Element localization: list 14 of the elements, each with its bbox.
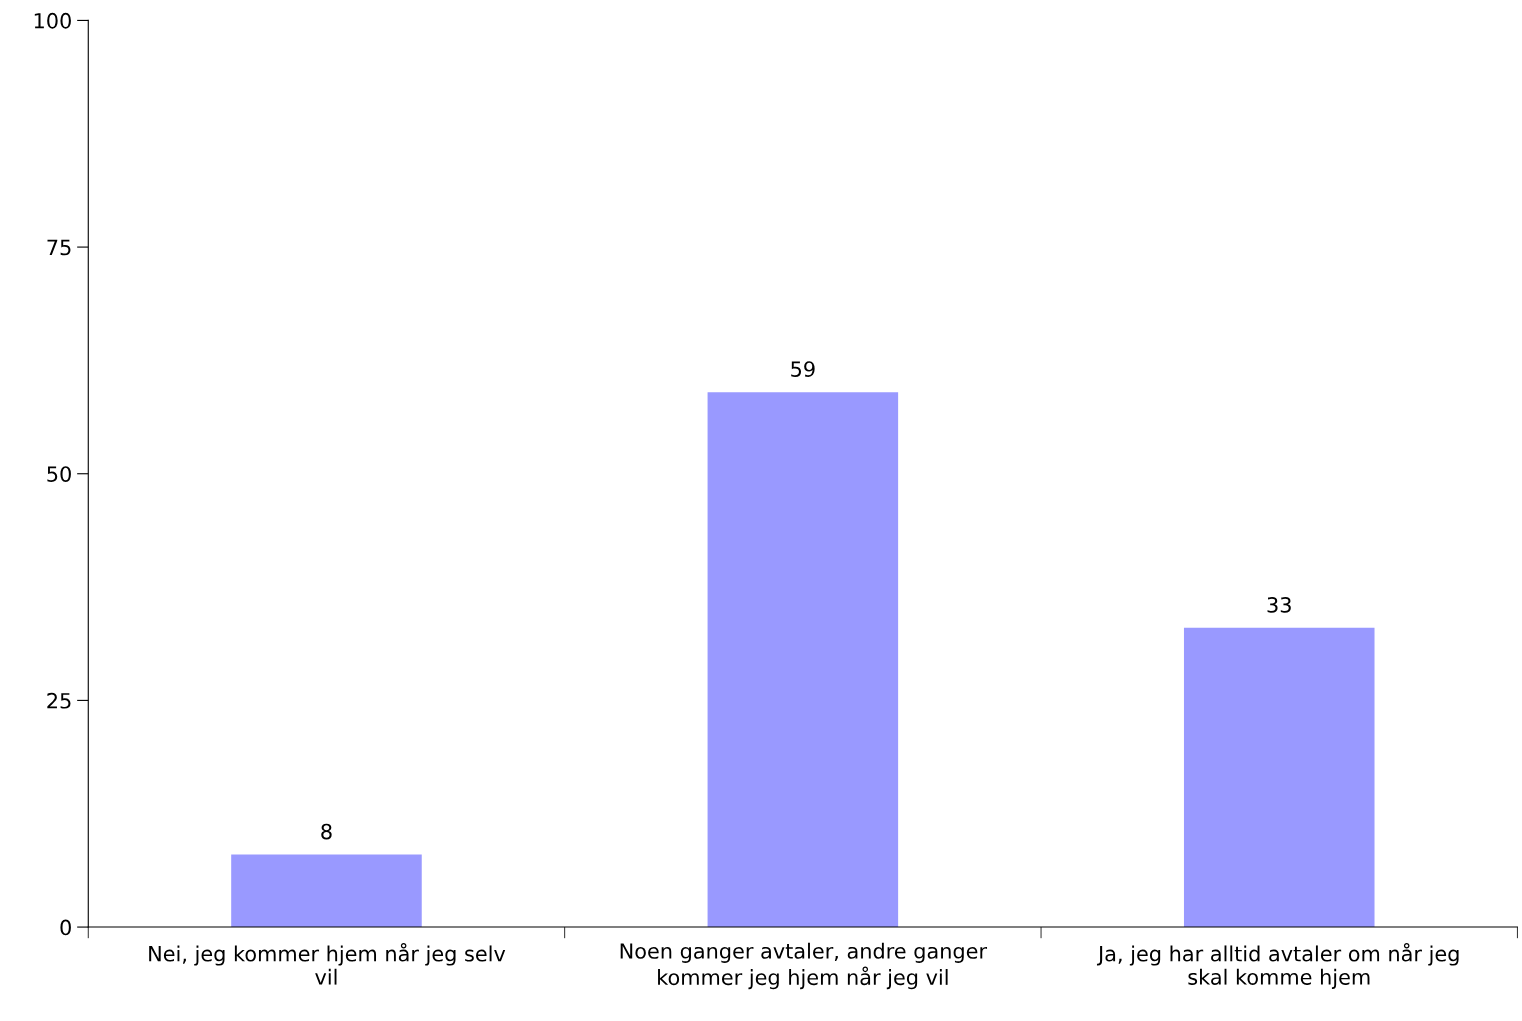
data-label: 59 <box>791 361 815 377</box>
bar <box>1183 627 1375 928</box>
y-tick-label: 100 <box>34 12 71 29</box>
y-tick-label: 50 <box>47 466 71 482</box>
y-tick-label: 75 <box>47 239 71 256</box>
y-tick-label: 0 <box>60 919 71 936</box>
bar <box>231 854 422 928</box>
x-tick-label: Ja, jeg har alltid avtaler om når jeg skal komme hjem <box>1096 942 1459 989</box>
data-label: 8 <box>321 823 332 840</box>
bar <box>707 392 899 928</box>
x-tick-label: Nei, jeg kommer hjem når jeg selv vil <box>149 942 506 985</box>
x-tick-label: Noen ganger avtaler, andre ganger kommer jeg hjem når jeg vil <box>620 942 988 990</box>
y-tick-label: 25 <box>47 692 71 709</box>
data-label: 33 <box>1267 596 1291 613</box>
